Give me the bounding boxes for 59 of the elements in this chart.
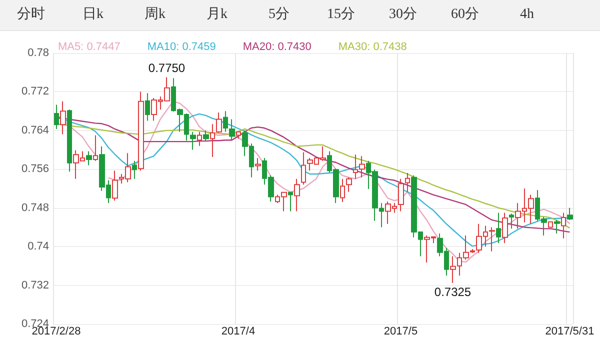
text: 周k: [144, 6, 166, 24]
candlestick: [216, 112, 222, 134]
candlestick: [210, 124, 215, 158]
candlestick: [502, 212, 508, 244]
text: MA30: 0.7438: [338, 41, 407, 53]
text: 月k: [206, 6, 228, 24]
text: 分时: [16, 6, 46, 24]
y-tick-label: 0.78: [28, 47, 49, 59]
candlestick: [346, 176, 352, 192]
annotation: 0.7750: [148, 61, 186, 76]
candlestick: [340, 178, 345, 203]
text: 15分: [326, 6, 356, 24]
y-tick-label: 0.764: [21, 124, 49, 136]
annotation: 0.7325: [434, 284, 472, 299]
candlestick: [554, 219, 560, 234]
candlestick: [489, 226, 495, 252]
candlestick: [398, 178, 404, 212]
candlestick: [86, 150, 92, 166]
candlestick: [67, 109, 72, 172]
text: 60分: [450, 6, 480, 24]
candlestick: [561, 212, 566, 239]
y-tick-label: 0.772: [21, 86, 49, 98]
candlestick: [294, 178, 300, 212]
candlestick: [496, 212, 501, 244]
candlestick: [112, 170, 118, 202]
candlestick: [288, 191, 293, 212]
text: MA5: 0.7447: [58, 41, 120, 53]
candlestick: [197, 131, 202, 146]
y-tick-label: 0.74: [28, 240, 49, 253]
text: 4h: [519, 6, 535, 24]
x-tick-label: 2017/5/31: [545, 326, 594, 338]
candlestick: [203, 130, 209, 142]
candlestick: [60, 100, 66, 135]
text: MA10: 0.7459: [147, 41, 216, 53]
candlestick: [223, 110, 228, 132]
text: 5分: [268, 6, 290, 24]
candlestick: [229, 118, 235, 141]
x-tick-label: 2017/2/28: [32, 326, 81, 338]
candlestick: [509, 213, 514, 230]
y-tick-label: 0.732: [21, 279, 49, 292]
text: 日k: [82, 6, 104, 24]
candlestick: [255, 158, 261, 172]
y-tick-label: 0.756: [21, 163, 49, 176]
candlestick: [145, 92, 150, 122]
candlestick: [190, 131, 196, 150]
text: 30分: [388, 6, 418, 24]
x-tick-label: 2017/4: [221, 326, 256, 338]
candlestick: [567, 207, 573, 220]
y-tick-label: 0.748: [21, 202, 49, 214]
candlestick: [301, 152, 306, 186]
candlestick: [138, 91, 144, 172]
text: MA20: 0.7430: [242, 41, 312, 53]
candlestick: [54, 104, 59, 130]
candlestick: [548, 220, 553, 228]
candlestick: [405, 172, 410, 192]
candlestick: [93, 134, 98, 162]
candlestick: [132, 160, 137, 180]
x-tick-label: 2017/5: [384, 326, 418, 338]
candlestick: [236, 131, 241, 140]
